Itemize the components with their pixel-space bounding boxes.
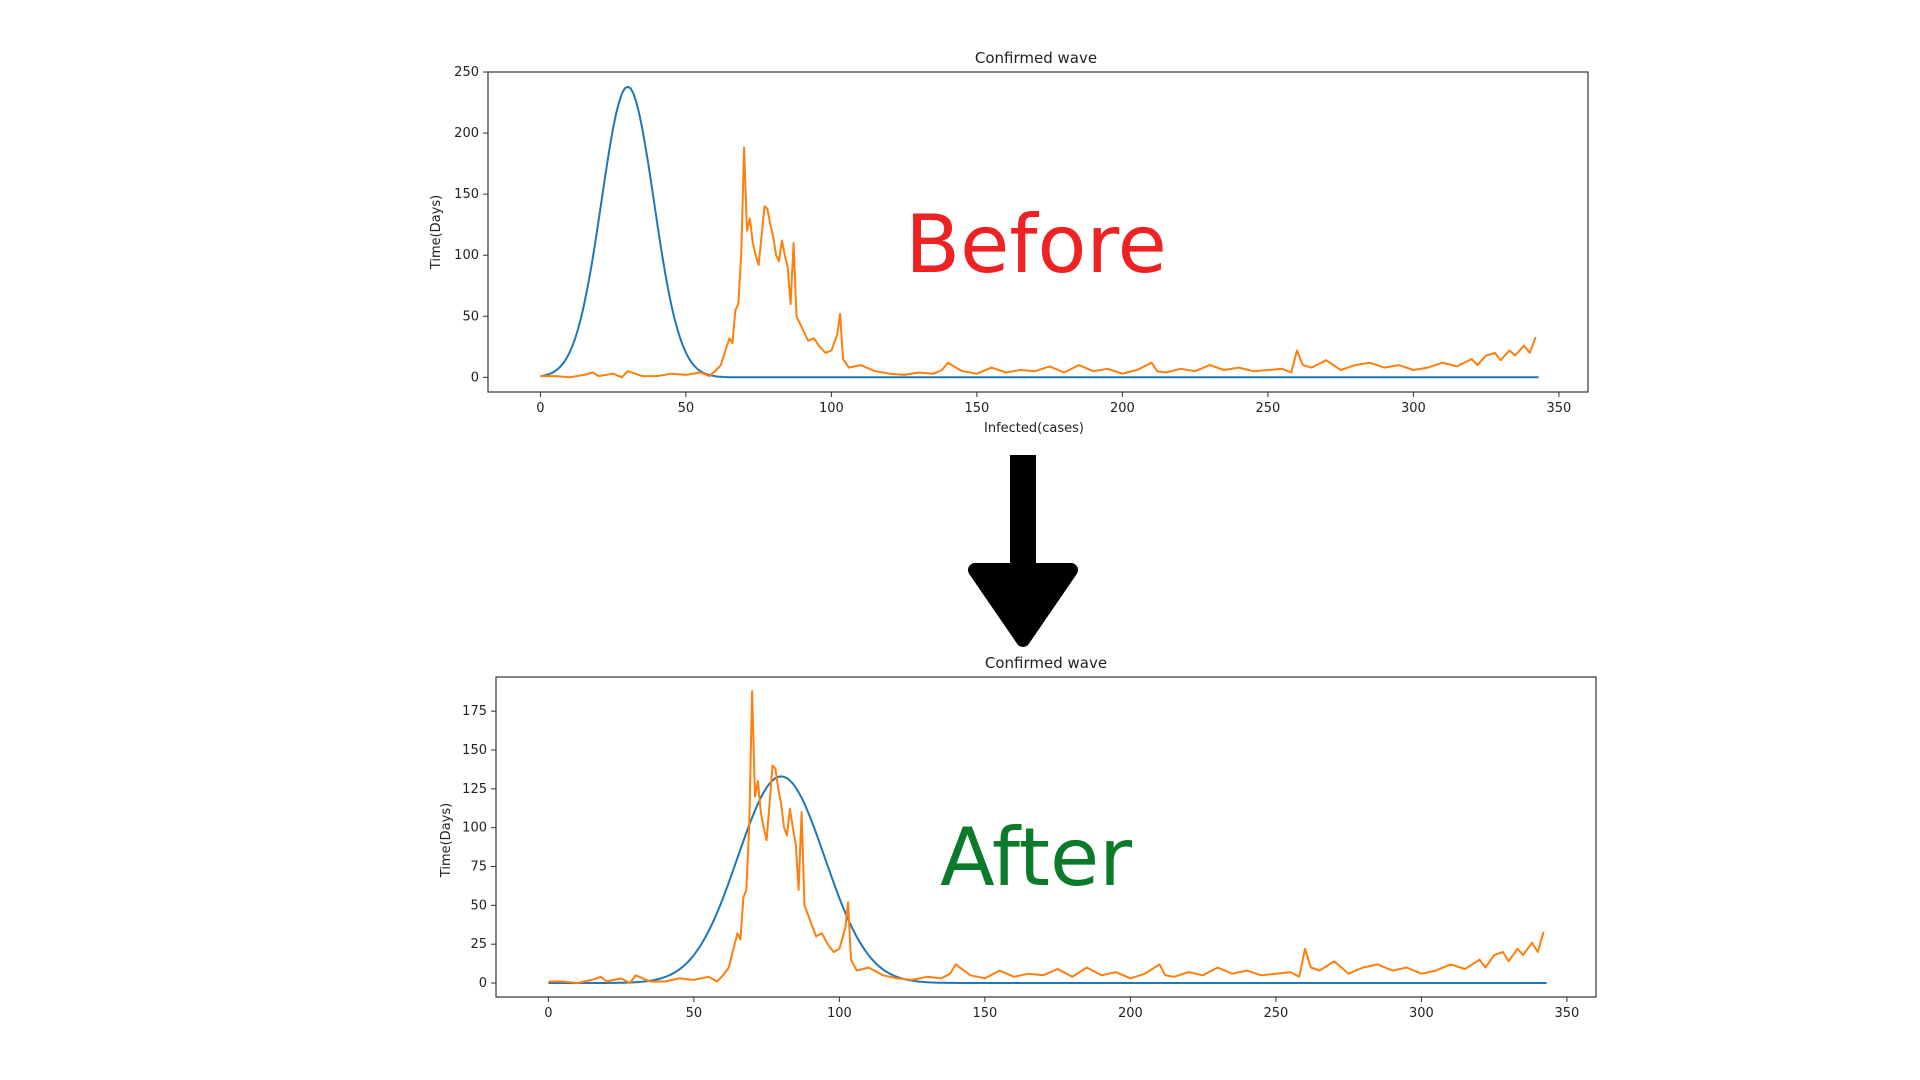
plot-frame	[495, 676, 1597, 998]
chart-marks: 0 50 100 150 200 250 300 350 0 50 100 150 200 250	[454, 65, 1571, 416]
y-tick-label: 150	[454, 187, 479, 202]
x-tick-label: 150	[972, 1006, 997, 1021]
y-axis-label: Time(Days)	[439, 803, 454, 878]
chart-title: Confirmed wave	[975, 49, 1097, 67]
x-tick-label: 100	[827, 1006, 852, 1021]
y-tick-label: 50	[470, 898, 487, 913]
x-tick-label: 350	[1554, 1006, 1579, 1021]
after-label: After	[940, 811, 1132, 904]
y-tick-label: 175	[462, 704, 487, 719]
observed-data-line	[548, 690, 1545, 984]
y-tick-label: 125	[462, 782, 487, 797]
chart-after: Confirmed wave 0 50 100 150 200 250 300 350 0 25 5…	[439, 654, 1597, 1021]
x-tick-label: 50	[686, 1006, 703, 1021]
chart-title: Confirmed wave	[985, 654, 1107, 672]
x-tick-label: 0	[536, 401, 544, 416]
y-tick-label: 100	[462, 821, 487, 836]
x-tick-label: 0	[544, 1006, 552, 1021]
x-tick-label: 100	[819, 401, 844, 416]
y-tick-label: 0	[479, 976, 487, 991]
down-arrow-icon	[968, 455, 1078, 647]
x-tick-label: 150	[964, 401, 989, 416]
y-tick-label: 100	[454, 248, 479, 263]
y-tick-label: 150	[462, 743, 487, 758]
y-tick-label: 250	[454, 65, 479, 80]
observed-data-line	[540, 146, 1537, 379]
y-tick-label: 75	[470, 860, 487, 875]
plot-frame	[487, 71, 1589, 393]
before-label: Before	[905, 198, 1167, 291]
x-tick-label: 250	[1255, 401, 1280, 416]
x-axis-label: Infected(cases)	[984, 421, 1084, 436]
y-tick-label: 0	[471, 370, 479, 385]
x-tick-label: 250	[1263, 1006, 1288, 1021]
chart-before: Confirmed wave 0 50 100 150 200 250 300 350 0 50 1…	[429, 49, 1589, 436]
y-tick-label: 50	[462, 309, 479, 324]
x-tick-label: 300	[1409, 1006, 1434, 1021]
chart-marks: 0 50 100 150 200 250 300 350 0 25 50 75 100 125 150 175	[462, 690, 1579, 1021]
x-tick-label: 200	[1118, 1006, 1143, 1021]
x-tick-label: 300	[1401, 401, 1426, 416]
y-tick-label: 200	[454, 126, 479, 141]
y-tick-label: 25	[470, 937, 487, 952]
x-tick-label: 200	[1110, 401, 1135, 416]
x-tick-label: 350	[1546, 401, 1571, 416]
y-axis-label: Time(Days)	[429, 195, 444, 270]
x-tick-label: 50	[678, 401, 695, 416]
model-curve-line	[548, 775, 1547, 984]
